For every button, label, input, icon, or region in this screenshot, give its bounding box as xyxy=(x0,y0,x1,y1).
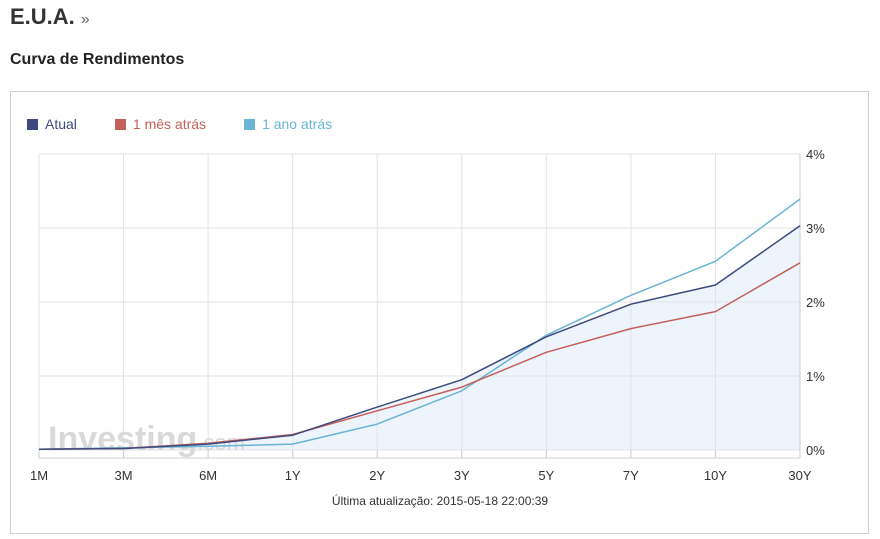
legend-label: 1 ano atrás xyxy=(262,116,333,132)
legend-item[interactable]: 1 ano atrás xyxy=(244,116,332,132)
series-line-0 xyxy=(38,225,801,451)
last-updated-text: Última atualização: 2015-05-18 22:00:39 xyxy=(331,494,549,508)
legend-swatch xyxy=(244,118,256,130)
chart-legend: Atual 1 mês atrás 1 ano atrás xyxy=(27,116,370,132)
y-tick-label: 1% xyxy=(806,369,825,384)
legend-item[interactable]: Atual xyxy=(27,116,77,132)
x-tick-label: 3Y xyxy=(454,468,470,483)
x-tick-label: 7Y xyxy=(623,468,639,483)
x-tick-label: 1M xyxy=(30,468,48,483)
y-tick-label: 0% xyxy=(806,443,825,458)
y-tick-label: 4% xyxy=(806,147,825,162)
legend-item[interactable]: 1 mês atrás xyxy=(114,116,207,132)
x-tick-label: 1Y xyxy=(285,468,301,483)
series-area-atual xyxy=(39,225,800,450)
chart-subtitle: Curva de Rendimentos xyxy=(10,51,185,68)
legend-label: 1 mês atrás xyxy=(132,116,207,132)
y-tick-label: 2% xyxy=(806,295,825,310)
x-tick-label: 5Y xyxy=(538,468,554,483)
y-tick-label: 3% xyxy=(806,221,825,236)
page-header: E.U.A. » xyxy=(10,4,90,36)
x-tick-label: 6M xyxy=(199,468,217,483)
x-tick-label: 2Y xyxy=(369,468,385,483)
legend-swatch xyxy=(27,118,38,130)
legend-swatch xyxy=(114,118,126,130)
x-tick-label: 3M xyxy=(115,468,133,483)
investing-watermark-logo: Investing.com xyxy=(48,420,245,458)
x-tick-label: 30Y xyxy=(788,468,811,483)
legend-label: Atual xyxy=(45,116,77,132)
country-title[interactable]: E.U.A. xyxy=(10,4,75,29)
x-tick-label: 10Y xyxy=(704,468,727,483)
more-link-icon[interactable]: » xyxy=(80,11,90,28)
